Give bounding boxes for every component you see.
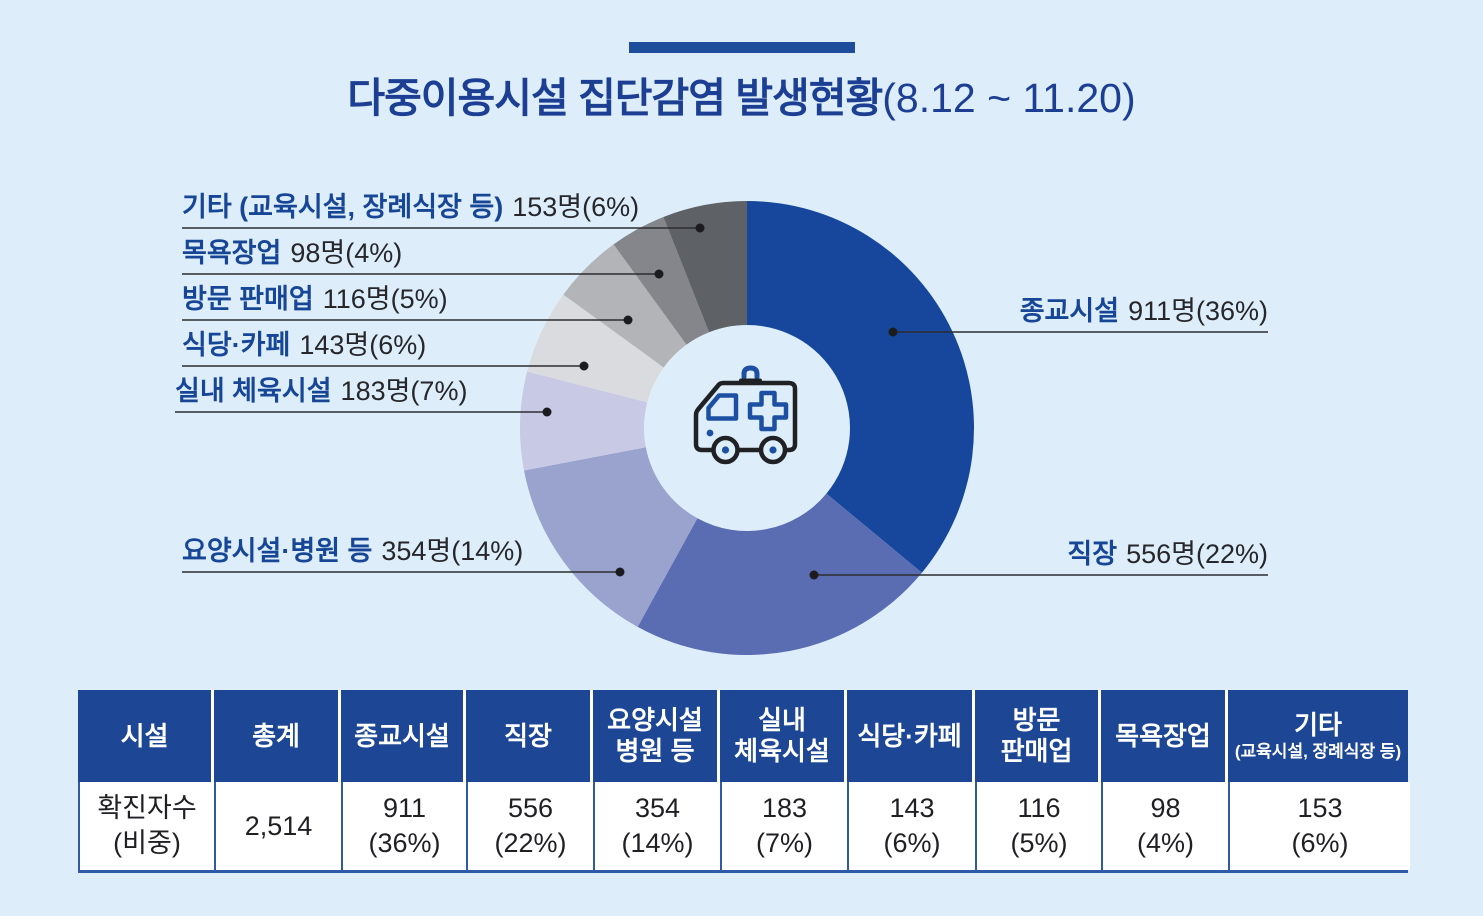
donut-segment-1	[637, 493, 922, 655]
leader-dot-5	[615, 567, 625, 577]
callout-door-to-door-sales-value: 116명(5%)	[322, 284, 448, 314]
callout-religious: 종교시설 911명(36%)	[1020, 294, 1268, 328]
table-header-cell-7: 방문 판매업	[975, 690, 1101, 782]
table-data-cell-5: 183 (7%)	[722, 782, 849, 870]
callout-bathhouse-name: 목욕장업	[182, 238, 282, 268]
table-header-cell-6: 식당·카페	[847, 690, 975, 782]
table-header-cell-4: 요양시설 병원 등	[593, 690, 720, 782]
table-header-cell-0: 시설	[78, 690, 214, 782]
table-data-cell-6: 143 (6%)	[849, 782, 977, 870]
callout-restaurant-cafe: 식당·카페 143명(6%)	[182, 328, 426, 362]
callout-door-to-door-sales: 방문 판매업 116명(5%)	[182, 282, 448, 316]
table-header-cell-9: 기타 (교육시설, 장례식장 등)	[1228, 690, 1408, 782]
leader-dot-6	[888, 327, 898, 337]
donut-segment-5	[563, 244, 687, 368]
table-data-cell-9: 153 (6%)	[1230, 782, 1410, 870]
ambulance-icon	[693, 365, 798, 465]
callout-indoor-gym-value: 183명(7%)	[340, 376, 468, 406]
callout-nursing-hospital: 요양시설·병원 등 354명(14%)	[182, 534, 523, 568]
leader-dot-3	[579, 361, 589, 371]
callout-workplace-name: 직장	[1067, 539, 1118, 569]
table-header-cell-8: 목욕장업	[1101, 690, 1228, 782]
callout-indoor-gym: 실내 체육시설 183명(7%)	[175, 374, 467, 408]
table-header-cell-5: 실내 체육시설	[720, 690, 847, 782]
leader-dot-0	[695, 223, 705, 233]
callout-etc-name: 기타 (교육시설, 장례식장 등)	[182, 192, 504, 222]
callout-religious-value: 911명(36%)	[1128, 296, 1268, 326]
table-data-cell-1: 2,514	[216, 782, 343, 870]
leader-dot-1	[654, 269, 664, 279]
title-period: (8.12 ~ 11.20)	[882, 75, 1136, 121]
table-header-cell-1: 총계	[214, 690, 341, 782]
table-data-cell-8: 98 (4%)	[1103, 782, 1230, 870]
table-data-cell-4: 354 (14%)	[595, 782, 722, 870]
summary-table-data-row: 확진자수 (비중) 2,514 911 (36%) 556 (22%) 354 (14%) 183…	[78, 782, 1410, 873]
donut-segment-6	[613, 216, 710, 345]
leader-dot-2	[623, 315, 633, 325]
title-main: 다중이용시설 집단감염 발생현황	[347, 75, 883, 121]
donut-segments	[520, 201, 974, 655]
leader-dot-4	[542, 407, 552, 417]
donut-segment-4	[527, 294, 664, 403]
donut-segment-3	[520, 371, 648, 471]
page-title: 다중이용시설 집단감염 발생현황(8.12 ~ 11.20)	[0, 74, 1483, 122]
callout-restaurant-cafe-value: 143명(6%)	[299, 330, 427, 360]
callout-nursing-hospital-name: 요양시설·병원 등	[182, 536, 373, 566]
leader-dot-7	[809, 570, 819, 580]
callout-religious-name: 종교시설	[1019, 296, 1120, 326]
callout-workplace: 직장 556명(22%)	[1067, 537, 1268, 571]
donut-segment-7	[663, 201, 747, 333]
summary-table: 시설 총계 종교시설 직장 요양시설 병원 등 실내 체육시설 식당·카페 방문 판매업 목욕장업 기타…	[78, 690, 1410, 873]
leader-lines	[175, 223, 1268, 580]
table-data-cell-7: 116 (5%)	[977, 782, 1103, 870]
callout-workplace-value: 556명(22%)	[1126, 539, 1268, 569]
donut-segment-0	[747, 201, 974, 573]
table-data-cell-3: 556 (22%)	[468, 782, 595, 870]
callout-bathhouse-value: 98명(4%)	[290, 238, 403, 268]
table-header-cell-2: 종교시설	[341, 690, 466, 782]
donut-segment-2	[524, 447, 698, 627]
callout-indoor-gym-name: 실내 체육시설	[175, 376, 332, 406]
title-accent-bar	[628, 42, 855, 53]
table-data-cell-0: 확진자수 (비중)	[80, 782, 216, 870]
table-data-cell-2: 911 (36%)	[343, 782, 468, 870]
summary-table-header-row: 시설 총계 종교시설 직장 요양시설 병원 등 실내 체육시설 식당·카페 방문 판매업 목욕장업 기타…	[78, 690, 1408, 782]
callout-door-to-door-sales-name: 방문 판매업	[182, 284, 314, 314]
callout-restaurant-cafe-name: 식당·카페	[182, 330, 291, 360]
callout-etc-value: 153명(6%)	[512, 192, 640, 222]
callout-nursing-hospital-value: 354명(14%)	[381, 536, 524, 566]
table-header-cell-3: 직장	[466, 690, 593, 782]
callout-etc: 기타 (교육시설, 장례식장 등) 153명(6%)	[182, 190, 639, 224]
callout-bathhouse: 목욕장업 98명(4%)	[182, 236, 402, 270]
